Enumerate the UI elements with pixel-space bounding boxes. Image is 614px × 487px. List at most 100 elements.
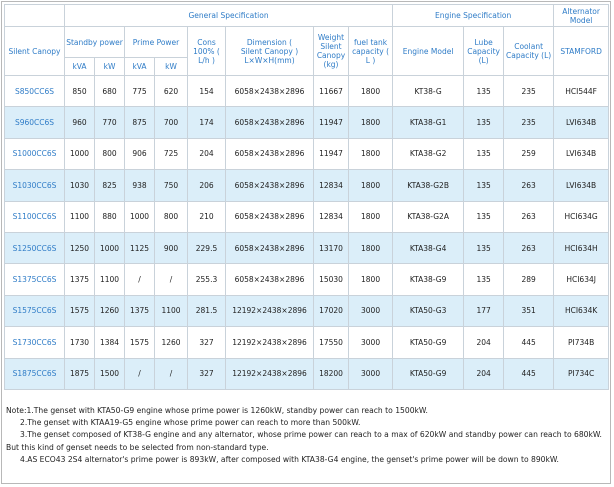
table-cell: 135 — [463, 169, 505, 202]
table-cell: 204 — [463, 357, 505, 390]
table-cell: 960 — [64, 106, 95, 139]
table-cell: 1375 — [124, 294, 155, 328]
table-cell: 700 — [154, 106, 188, 139]
table-row: S1875CC6S 1875 1500//327 12192×2438×2896 182… — [4, 357, 610, 390]
note-line: 2.The genset with KTAA19-G5 engine whose… — [20, 418, 361, 428]
table-cell: 12834 — [313, 200, 349, 233]
table-cell: 800 — [94, 137, 125, 171]
table-row: S1000CC6S 1000 800 906 725 204 6058×2438×2896 1… — [4, 137, 610, 171]
table-cell: 1800 — [347, 231, 394, 265]
sub-header: kVA — [124, 57, 155, 76]
table-cell: 6058×2438×2896 — [225, 200, 314, 233]
table-cell: / — [124, 263, 155, 296]
table-cell: KTA38-G2A — [392, 200, 465, 233]
table-cell: 1384 — [94, 326, 125, 359]
table-cell: 12192×2438×2896 — [225, 357, 314, 390]
model-cell: S1875CC6S — [4, 357, 65, 390]
table-cell: 351 — [503, 294, 555, 328]
table-cell: 6058×2438×2896 — [225, 263, 314, 296]
table-row: S1375CC6S 1375 1100//255.3 6058×2438×2896 15… — [4, 263, 610, 296]
column-header: Lube Capacity (L) — [463, 26, 505, 76]
table-cell: 135 — [463, 106, 505, 139]
table-cell: / — [154, 263, 188, 296]
table-cell: 263 — [503, 169, 555, 202]
note-line: 3.The genset composed of KT38-G engine a… — [20, 430, 602, 440]
table-cell: 750 — [154, 169, 188, 202]
table-cell: 850 — [64, 74, 95, 108]
note-line: 4.AS ECO43 2S4 alternator's prime power … — [20, 454, 559, 464]
table-cell: 1800 — [347, 137, 394, 171]
model-cell: S1250CC6S — [4, 231, 65, 265]
table-cell: 725 — [154, 137, 188, 171]
model-cell: S850CC6S — [4, 74, 65, 108]
table-cell: 12192×2438×2896 — [225, 326, 314, 359]
table-cell: 206 — [187, 169, 226, 202]
table-cell: 938 — [124, 169, 155, 202]
group-header: General Specification — [63, 4, 394, 27]
column-header: Coolant Capacity (L) — [503, 26, 555, 76]
table-cell: 281.5 — [187, 294, 226, 328]
table-cell: 6058×2438×2896 — [225, 169, 314, 202]
table-cell: 1100 — [94, 263, 125, 296]
table-cell: 135 — [463, 74, 505, 108]
table-cell: 825 — [94, 169, 125, 202]
table-cell: KT38-G — [392, 74, 465, 108]
table-cell: 1730 — [64, 326, 95, 359]
table-cell: KTA50-G3 — [392, 294, 465, 328]
table-cell: 680 — [94, 74, 125, 108]
table-cell: 154 — [187, 74, 226, 108]
group-header: Alternator Model — [553, 4, 610, 27]
table-cell: 229.5 — [187, 231, 226, 265]
table-cell: 204 — [463, 326, 505, 359]
table-cell: KTA38-G2 — [392, 137, 465, 171]
group-header: Engine Specification — [392, 4, 555, 27]
model-cell: S1375CC6S — [4, 263, 65, 296]
table-cell: 15030 — [313, 263, 349, 296]
table-cell: / — [154, 357, 188, 390]
table-cell: 445 — [503, 326, 555, 359]
table-row: S1730CC6S 1730 1384 1575 1260 327 12192×2438×2… — [4, 326, 610, 359]
column-header: Dimension ( Silent Canopy ) L×W×H(mm) — [225, 26, 314, 76]
model-cell: S1100CC6S — [4, 200, 65, 233]
model-cell: S1000CC6S — [4, 137, 65, 171]
model-cell: S1575CC6S — [4, 294, 65, 328]
table-cell: 775 — [124, 74, 155, 108]
table-cell: 12192×2438×2896 — [225, 294, 314, 328]
table-cell: 235 — [503, 106, 555, 139]
table-cell: / — [124, 357, 155, 390]
table-cell: 880 — [94, 200, 125, 233]
table-cell: 445 — [503, 357, 555, 390]
table-row: S960CC6S 960 770 875 700 174 6058×2438×2896 119… — [4, 106, 610, 139]
blank-header — [4, 4, 65, 27]
table-cell: 17550 — [313, 326, 349, 359]
table-cell: 1100 — [64, 200, 95, 233]
table-cell: 259 — [503, 137, 555, 171]
table-cell: KTA38-G1 — [392, 106, 465, 139]
table-cell: 6058×2438×2896 — [225, 231, 314, 265]
table-cell: 1375 — [64, 263, 95, 296]
table-cell: 204 — [187, 137, 226, 171]
table-cell: 900 — [154, 231, 188, 265]
table-cell: 1000 — [94, 231, 125, 265]
table-cell: 174 — [187, 106, 226, 139]
table-cell: 1875 — [64, 357, 95, 390]
model-cell: S1730CC6S — [4, 326, 65, 359]
table-cell: HCI634G — [553, 200, 610, 233]
table-cell: 11947 — [313, 137, 349, 171]
table-cell: HCI544F — [553, 74, 610, 108]
table-cell: 263 — [503, 200, 555, 233]
spec-table: General Specification Engine Specificati… — [4, 4, 610, 390]
table-cell: 1800 — [347, 263, 394, 296]
table-cell: 177 — [463, 294, 505, 328]
table-row: S1250CC6S 1250 1000 1125 900 229.5 6058×2438×2… — [4, 231, 610, 265]
table-cell: HCI634J — [553, 263, 610, 296]
table-cell: KTA38-G4 — [392, 231, 465, 265]
table-cell: 3000 — [347, 294, 394, 328]
table-row: S1030CC6S 1030 825 938 750 206 6058×2438×2896 1… — [4, 169, 610, 202]
table-cell: KTA50-G9 — [392, 357, 465, 390]
table-cell: 906 — [124, 137, 155, 171]
table-cell: 1800 — [347, 106, 394, 139]
table-cell: 770 — [94, 106, 125, 139]
table-cell: 1030 — [64, 169, 95, 202]
sub-header: kVA — [64, 57, 95, 76]
